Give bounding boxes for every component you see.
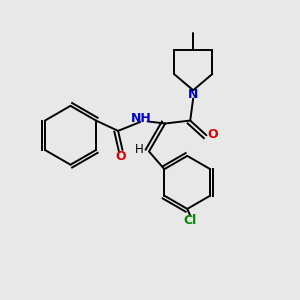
Text: H: H	[135, 143, 144, 157]
Text: N: N	[188, 88, 198, 101]
Text: O: O	[116, 150, 126, 163]
Text: O: O	[208, 128, 218, 141]
Text: Cl: Cl	[184, 214, 197, 226]
Text: NH: NH	[131, 112, 152, 125]
